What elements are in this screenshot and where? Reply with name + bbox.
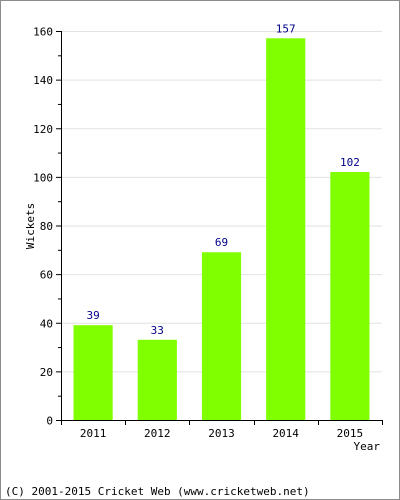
bar-value-label: 102 [340,156,360,169]
axes [56,31,383,425]
bar [330,172,370,420]
bar-value-labels: 39 33 69 157 102 [86,22,359,336]
grid-lines [61,31,382,373]
bar-value-label: 33 [151,324,164,337]
x-axis-label: Year [354,440,381,453]
x-tick-label: 2014 [272,427,299,440]
y-tick-label: 60 [40,269,53,282]
x-tick-labels: 2011 2012 2013 2014 2015 [80,427,363,440]
y-tick-label: 100 [33,171,53,184]
y-tick-label: 120 [33,123,53,136]
bar [73,325,113,420]
x-tick-label: 2012 [144,427,171,440]
bars [73,38,370,420]
y-tick-label: 40 [40,317,53,330]
bar [201,252,242,420]
bar-value-label: 69 [215,236,228,249]
y-tick-label: 160 [33,26,53,39]
y-tick-label: 0 [46,415,53,428]
y-tick-labels: 0 20 40 60 80 100 120 140 160 [33,26,53,428]
y-tick-label: 140 [33,74,53,87]
bar-value-label: 157 [276,22,296,35]
x-tick-label: 2015 [337,427,364,440]
y-tick-label: 80 [40,220,53,233]
y-axis-label: Wickets [24,203,37,249]
bar [137,339,177,420]
y-tick-label: 20 [40,366,53,379]
x-tick-label: 2013 [208,427,235,440]
bar [266,38,306,420]
bar-value-label: 39 [86,309,99,322]
x-tick-label: 2011 [80,427,107,440]
copyright-footer: (C) 2001-2015 Cricket Web (www.cricketwe… [5,485,310,498]
